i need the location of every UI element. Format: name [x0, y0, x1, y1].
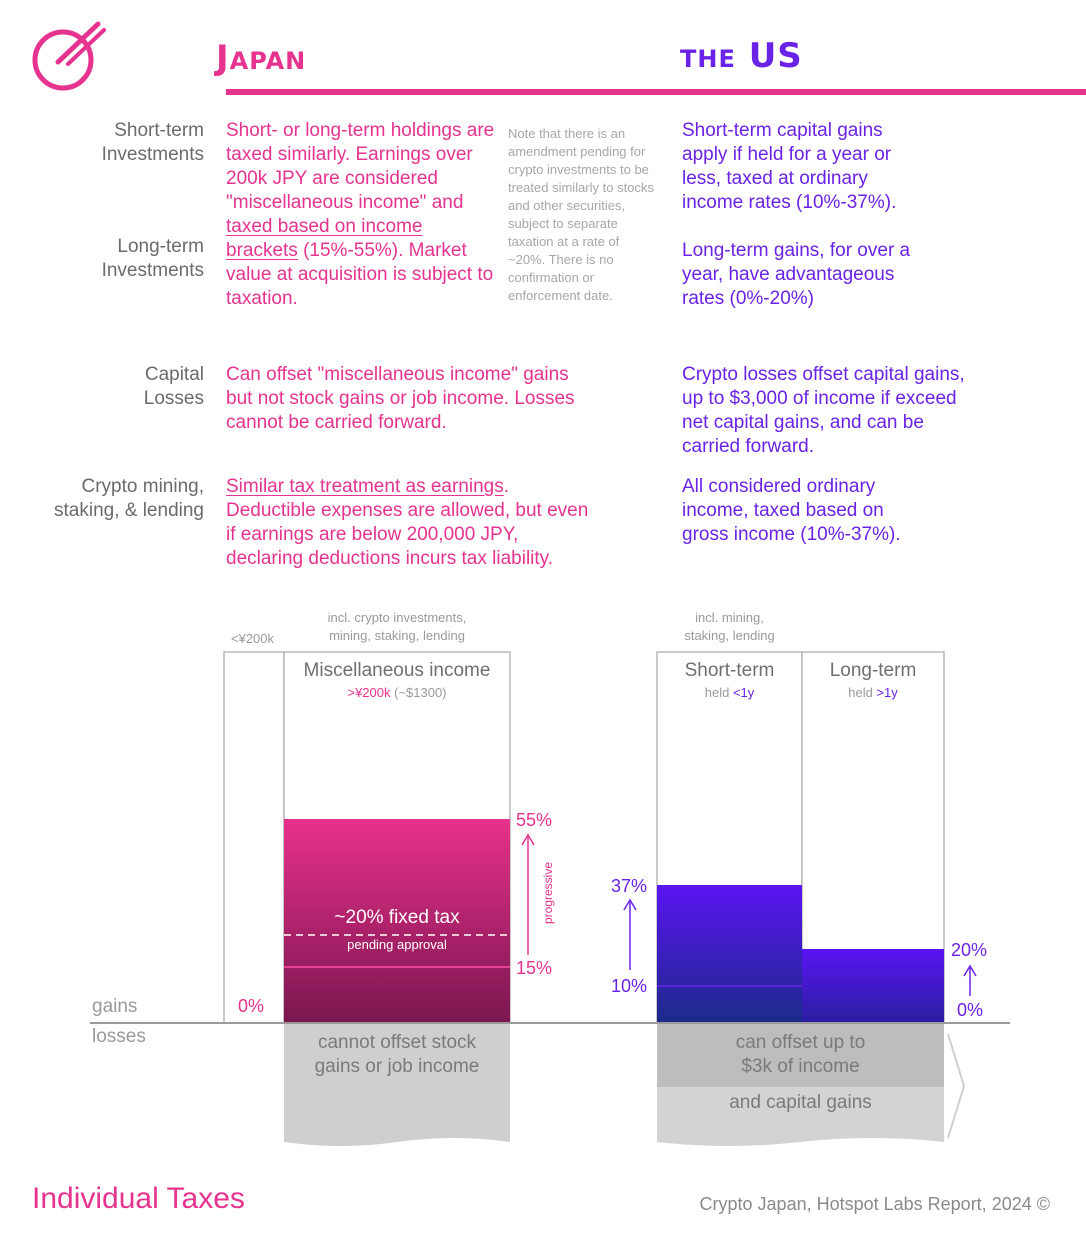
us-mining-text: All considered ordinary income, taxed ba… — [682, 476, 901, 545]
jp-zero-rate: 0% — [238, 996, 265, 1016]
jp-fixed-tax-label: ~20% fixed tax — [334, 907, 460, 928]
footer-title: Individual Taxes — [32, 1182, 245, 1215]
amendment-note: Note that there is an amendment pending … — [508, 126, 654, 303]
japan-income-brackets-link[interactable]: taxed based on income brackets — [226, 216, 423, 261]
us-long-held-period: >1y — [876, 685, 898, 700]
row-label-short-term: Short-term Investments — [101, 120, 204, 165]
us-long-held-label: held — [848, 685, 877, 700]
jp-tax-bar — [284, 819, 510, 1023]
japan-investments-text-a: Short- or long-term holdings are taxed s… — [226, 120, 495, 213]
jp-misc-note: incl. crypto investments, mining, stakin… — [327, 610, 467, 643]
us-long-title: Long-term — [829, 660, 917, 681]
jp-min-rate: 15% — [516, 958, 553, 978]
us-long-term-bar — [802, 949, 944, 1023]
us-short-term-text: Short-term capital gains apply if held f… — [682, 120, 897, 213]
gains-label: gains — [92, 996, 138, 1017]
hotspot-logo-icon — [32, 21, 106, 91]
us-losses-label-2: and capital gains — [729, 1092, 872, 1113]
row-label-capital-losses: Capital Losses — [143, 364, 204, 409]
jp-pending-label: pending approval — [347, 937, 447, 952]
losses-label: losses — [92, 1026, 146, 1047]
us-losses-text: Crypto losses offset capital gains, up t… — [682, 364, 965, 457]
jp-losses-label: cannot offset stock gains or job income — [314, 1032, 480, 1077]
us-losses-chevron — [947, 1033, 966, 1139]
japan-losses-text: Can offset "miscellaneous income" gains … — [226, 364, 575, 433]
us-long-max-rate: 20% — [951, 940, 988, 960]
us-long-held: held >1y — [802, 684, 944, 702]
us-short-min-rate: 10% — [611, 976, 648, 996]
us-short-held-period: <1y — [732, 685, 755, 700]
jp-misc-threshold-usd: (~$1300) — [390, 685, 447, 700]
footer-credit: Crypto Japan, Hotspot Labs Report, 2024 … — [699, 1194, 1050, 1214]
row-label-mining: Crypto mining, staking, & lending — [54, 476, 204, 521]
us-short-held-label: held — [704, 685, 733, 700]
us-long-min-rate: 0% — [957, 1000, 984, 1020]
us-short-term-bar — [657, 885, 802, 1023]
us-short-held: held <1y — [657, 684, 802, 702]
jp-progressive-label: progressive — [541, 861, 555, 925]
jp-progressive-arrowhead — [521, 833, 535, 846]
us-short-arrowhead — [623, 898, 637, 911]
row-label-long-term: Long-term Investments — [101, 236, 204, 281]
jp-misc-threshold: >¥200k (~$1300) — [284, 684, 510, 702]
japan-mining-text-b: . Deductible expenses are allowed, but e… — [226, 476, 589, 569]
us-long-term-text: Long-term gains, for over a year, have a… — [682, 240, 911, 309]
jp-under-200k-label: <¥200k — [231, 631, 275, 646]
jp-max-rate: 55% — [516, 810, 553, 830]
japan-earnings-link[interactable]: Similar tax treatment as earnings — [226, 476, 504, 497]
japan-header: Japan — [216, 38, 307, 78]
us-short-title: Short-term — [684, 660, 775, 681]
japan-mining-text: Similar tax treatment as earnings. Deduc… — [226, 475, 598, 571]
us-header: the US — [680, 36, 803, 76]
jp-misc-threshold-value: >¥200k — [347, 685, 391, 700]
us-losses-upper — [657, 1024, 944, 1087]
us-note: incl. mining, staking, lending — [684, 610, 775, 643]
jp-misc-title: Miscellaneous income — [303, 660, 491, 681]
header-divider — [226, 89, 1086, 95]
us-long-arrowhead — [963, 964, 977, 977]
jp-losses-block — [284, 1024, 510, 1146]
us-losses-label-1: can offset up to $3k of income — [735, 1032, 866, 1077]
jp-under-200k-box — [223, 651, 285, 1024]
us-short-max-rate: 37% — [611, 876, 648, 896]
japan-investments-text-b: (15%-55%). Market value at acquisition i… — [226, 240, 494, 309]
japan-investments-text: Short- or long-term holdings are taxed s… — [226, 119, 498, 311]
